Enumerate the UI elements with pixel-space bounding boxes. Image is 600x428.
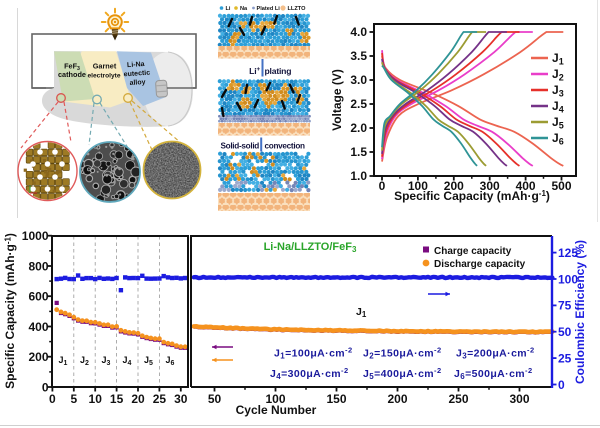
svg-text:125: 125 bbox=[558, 246, 578, 260]
svg-text:500: 500 bbox=[551, 179, 571, 193]
svg-text:Solid-solid: Solid-solid bbox=[220, 142, 259, 151]
svg-text:1000: 1000 bbox=[22, 229, 49, 243]
svg-text:J4: J4 bbox=[123, 355, 132, 367]
svg-text:J3: J3 bbox=[552, 83, 564, 99]
svg-text:0: 0 bbox=[558, 378, 565, 392]
svg-text:0: 0 bbox=[42, 380, 49, 394]
svg-text:Li+: Li+ bbox=[249, 66, 260, 76]
svg-text:J5: J5 bbox=[552, 115, 564, 131]
svg-text:J5=400μA·cm-2: J5=400μA·cm-2 bbox=[363, 366, 442, 381]
svg-text:J3=200μA·cm-2: J3=200μA·cm-2 bbox=[456, 346, 535, 361]
svg-text:200: 200 bbox=[444, 179, 464, 193]
svg-text:Plated Li: Plated Li bbox=[257, 6, 281, 12]
svg-text:Coulombic Efficiency (%): Coulombic Efficiency (%) bbox=[573, 240, 587, 384]
svg-text:250: 250 bbox=[448, 392, 468, 406]
svg-text:J1: J1 bbox=[356, 306, 367, 319]
svg-text:Charge capacity: Charge capacity bbox=[434, 246, 512, 257]
svg-text:0: 0 bbox=[49, 392, 56, 406]
svg-text:eutectic: eutectic bbox=[123, 70, 150, 79]
svg-text:100: 100 bbox=[408, 179, 428, 193]
svg-text:150: 150 bbox=[326, 392, 346, 406]
svg-text:2.5: 2.5 bbox=[350, 97, 367, 111]
svg-text:J3: J3 bbox=[102, 355, 111, 367]
svg-text:15: 15 bbox=[110, 392, 124, 406]
svg-text:400: 400 bbox=[516, 179, 536, 193]
svg-text:J5: J5 bbox=[144, 355, 153, 367]
svg-text:25: 25 bbox=[558, 351, 572, 365]
svg-text:400: 400 bbox=[28, 320, 48, 334]
svg-text:600: 600 bbox=[28, 290, 48, 304]
svg-text:J1=100μA·cm-2: J1=100μA·cm-2 bbox=[274, 346, 353, 361]
svg-text:3.5: 3.5 bbox=[350, 49, 367, 63]
svg-text:J4: J4 bbox=[552, 99, 564, 115]
svg-text:Li-Na: Li-Na bbox=[127, 61, 145, 69]
svg-text:J2: J2 bbox=[80, 355, 89, 367]
svg-text:0: 0 bbox=[379, 179, 386, 193]
svg-text:electrolyte: electrolyte bbox=[88, 72, 121, 79]
svg-text:FeF3: FeF3 bbox=[64, 62, 80, 73]
svg-text:100: 100 bbox=[558, 272, 578, 286]
svg-text:2.0: 2.0 bbox=[350, 121, 367, 135]
svg-text:200: 200 bbox=[28, 350, 48, 364]
svg-text:Garnet: Garnet bbox=[93, 62, 117, 71]
svg-text:Na: Na bbox=[240, 6, 248, 12]
svg-text:J1: J1 bbox=[59, 355, 68, 367]
svg-text:5: 5 bbox=[70, 392, 77, 406]
svg-text:1.5: 1.5 bbox=[350, 145, 367, 159]
svg-text:Specific Capacity (mAh·g-1): Specific Capacity (mAh·g-1) bbox=[3, 233, 17, 389]
svg-text:300: 300 bbox=[509, 392, 529, 406]
svg-text:4.0: 4.0 bbox=[350, 25, 367, 39]
svg-text:10: 10 bbox=[89, 392, 103, 406]
svg-text:200: 200 bbox=[387, 392, 407, 406]
svg-text:Li-Na/LLZTO/FeF3: Li-Na/LLZTO/FeF3 bbox=[264, 241, 357, 254]
svg-text:alloy: alloy bbox=[129, 79, 146, 87]
svg-text:plating: plating bbox=[265, 66, 292, 76]
svg-text:J2: J2 bbox=[552, 67, 564, 83]
svg-text:J6: J6 bbox=[552, 131, 564, 147]
svg-text:cathode: cathode bbox=[58, 70, 86, 79]
svg-text:Discharge capacity: Discharge capacity bbox=[434, 259, 526, 270]
svg-text:25: 25 bbox=[153, 392, 167, 406]
svg-text:1.0: 1.0 bbox=[350, 169, 367, 183]
svg-text:Cycle Number: Cycle Number bbox=[236, 403, 317, 417]
svg-text:30: 30 bbox=[174, 392, 188, 406]
svg-text:300: 300 bbox=[480, 179, 500, 193]
svg-text:J4=300μA·cm-2: J4=300μA·cm-2 bbox=[270, 366, 349, 381]
svg-text:LLZTO: LLZTO bbox=[288, 6, 307, 12]
svg-text:75: 75 bbox=[558, 299, 572, 313]
svg-text:20: 20 bbox=[131, 392, 145, 406]
svg-text:J6: J6 bbox=[166, 355, 175, 367]
svg-text:50: 50 bbox=[208, 392, 222, 406]
svg-text:convection: convection bbox=[265, 142, 306, 151]
svg-text:Specific Capacity (mAh·g-1): Specific Capacity (mAh·g-1) bbox=[394, 189, 550, 203]
svg-text:Li: Li bbox=[226, 6, 231, 12]
svg-text:J1: J1 bbox=[552, 51, 564, 67]
svg-text:J6=500μA·cm-2: J6=500μA·cm-2 bbox=[454, 366, 533, 381]
svg-text:50: 50 bbox=[558, 325, 572, 339]
svg-text:J2=150μA·cm-2: J2=150μA·cm-2 bbox=[363, 346, 442, 361]
svg-text:Voltage (V): Voltage (V) bbox=[330, 69, 344, 131]
svg-text:800: 800 bbox=[28, 259, 48, 273]
svg-text:100: 100 bbox=[265, 392, 285, 406]
svg-text:3.0: 3.0 bbox=[350, 73, 367, 87]
